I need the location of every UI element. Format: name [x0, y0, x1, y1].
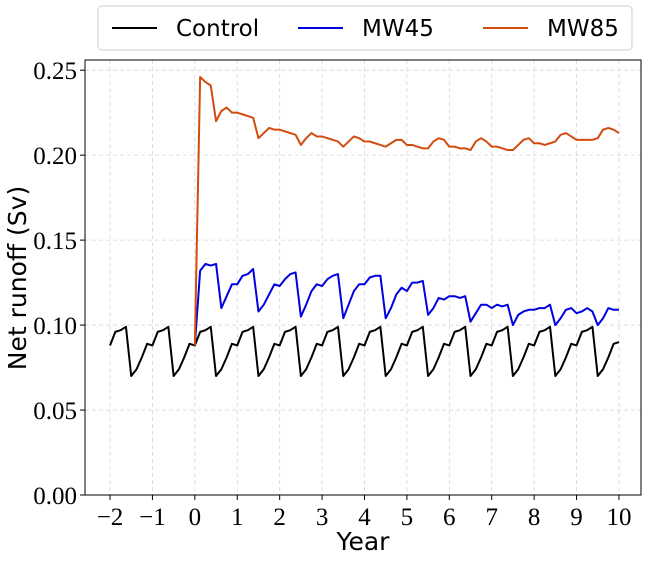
x-tick-label: 0 — [189, 504, 202, 531]
series-line — [193, 75, 620, 346]
plot-frame — [84, 59, 642, 496]
x-tick-label: 2 — [273, 504, 286, 531]
y-tick-label: 0.20 — [33, 143, 77, 170]
x-tick-label: 9 — [570, 504, 583, 531]
y-tick-label: 0.25 — [33, 58, 77, 85]
x-tick-label: 3 — [316, 504, 329, 531]
x-tick-label: 1 — [231, 504, 244, 531]
series-line — [193, 262, 619, 346]
y-tick-label: 0.10 — [33, 313, 77, 340]
x-tick-label: −1 — [139, 504, 166, 531]
x-tick-label: 6 — [443, 504, 456, 531]
legend-label: MW45 — [362, 16, 434, 42]
legend-label: MW85 — [547, 16, 619, 42]
x-tick-label: 4 — [358, 504, 371, 531]
legend-label: Control — [176, 16, 259, 42]
x-axis-label: Year — [336, 527, 391, 556]
y-tick-label: 0.15 — [33, 228, 77, 255]
x-tick-label: −2 — [97, 504, 124, 531]
legend-box — [97, 5, 633, 51]
x-tick-label: 8 — [528, 504, 541, 531]
y-tick-label: 0.05 — [33, 398, 77, 425]
y-axis-label: Net runoff (Sv) — [3, 186, 32, 370]
x-tick-label: 7 — [485, 504, 498, 531]
y-tick-label: 0.00 — [33, 483, 77, 510]
x-tick-label: 10 — [606, 504, 631, 531]
x-tick-label: 5 — [401, 504, 414, 531]
